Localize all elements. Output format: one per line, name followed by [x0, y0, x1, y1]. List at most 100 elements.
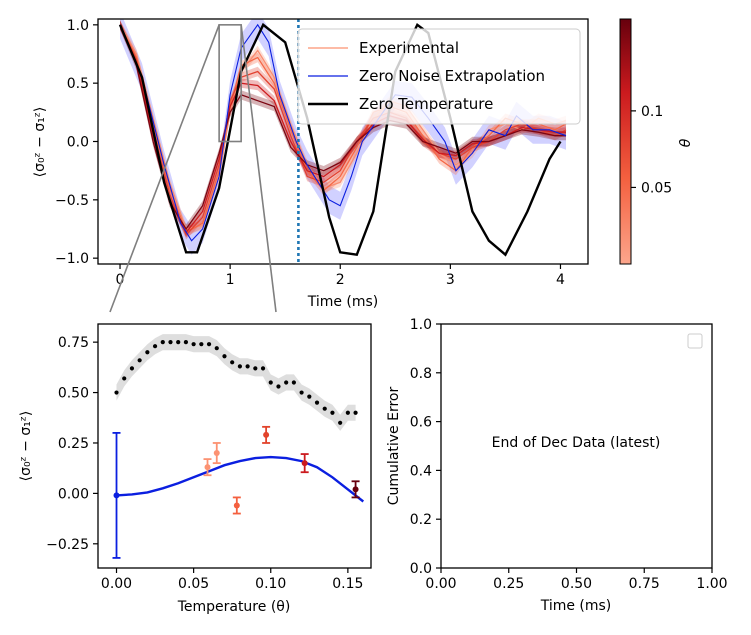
bl-y-tick-label: 0.75 — [58, 335, 89, 351]
top-y-tick-label: 0.0 — [67, 135, 89, 151]
zoom-box — [218, 24, 242, 143]
data-point — [301, 460, 308, 467]
bottom-left-plot-area — [112, 334, 365, 559]
black-dot-point — [276, 384, 281, 389]
data-point — [263, 431, 270, 438]
top-y-tick-label: −1.0 — [55, 251, 89, 267]
br-y-tick-label: 0.0 — [410, 561, 432, 577]
top-y-tick-label: −0.5 — [55, 193, 89, 209]
top-x-tick-label: 3 — [446, 272, 455, 288]
top-x-tick-label: 4 — [556, 272, 565, 288]
bottom-left-x-axis: 0.00 0.05 0.10 0.15 — [101, 568, 363, 592]
black-dot-point — [145, 350, 150, 355]
black-dot-point — [114, 390, 119, 395]
bl-x-tick-label: 0.00 — [101, 576, 132, 592]
top-x-tick-label: 2 — [336, 272, 345, 288]
black-dots-band — [116, 334, 356, 431]
bl-x-tick-label: 0.05 — [178, 576, 209, 592]
top-y-tick-label: 1.0 — [67, 18, 89, 34]
bottom-left-x-axis-label: Temperature (θ) — [177, 599, 291, 615]
bottom-right-x-axis: 0.00 0.25 0.50 0.75 1.00 — [425, 568, 728, 592]
br-y-tick-label: 0.4 — [410, 463, 432, 479]
black-dot-point — [245, 364, 250, 369]
zoom-connector-right — [240, 24, 277, 313]
experimental-series-line — [119, 24, 567, 236]
black-dot-point — [237, 364, 242, 369]
br-x-tick-label: 1.00 — [696, 576, 727, 592]
black-dot-point — [338, 420, 343, 425]
bl-x-tick-label: 0.15 — [332, 576, 363, 592]
br-y-tick-label: 0.8 — [410, 366, 432, 382]
experimental-series-line — [119, 24, 566, 231]
br-x-tick-label: 0.50 — [561, 576, 592, 592]
black-dot-point — [214, 346, 219, 351]
black-dot-point — [176, 340, 181, 345]
black-dot-point — [307, 394, 312, 399]
black-dot-point — [152, 344, 158, 349]
zne-series-line — [119, 23, 567, 242]
black-dot-point — [183, 340, 189, 345]
black-dot-point — [206, 342, 212, 347]
black-dot-point — [191, 342, 196, 347]
colorbar-label: θ — [678, 138, 694, 147]
data-point — [204, 464, 211, 471]
br-x-tick-label: 0.75 — [629, 576, 660, 592]
bl-y-tick-label: 0.00 — [58, 486, 89, 502]
top-x-axis: 0 1 2 3 4 — [116, 264, 565, 288]
top-plot-area — [118, 19, 567, 264]
bottom-right-x-axis-label: Time (ms) — [540, 598, 612, 614]
bottom-left-panel: 0.00 0.05 0.10 0.15 −0.25 0.00 0.25 0.50 0.75 T… — [18, 323, 372, 615]
zne-error-band — [120, 19, 566, 255]
bl-y-tick-label: 0.25 — [58, 436, 89, 452]
black-dot-point — [199, 342, 204, 347]
black-dot-point — [330, 410, 335, 415]
black-dot-point — [137, 358, 142, 363]
black-dot-point — [253, 366, 258, 371]
zoom-connector-lines — [109, 24, 277, 313]
data-point — [213, 450, 220, 457]
black-dot-point — [345, 410, 350, 415]
black-dot-point — [322, 406, 327, 411]
top-legend: Experimental Zero Noise Extrapolation Ze… — [297, 28, 581, 125]
top-panel: 0 1 2 3 4 −1.0 −0.5 0.0 0.5 1.0 Time (ms) ⟨σ₀ᶻ −… — [32, 18, 694, 310]
legend-label-zne: Zero Noise Extrapolation — [359, 67, 545, 85]
experimental-series-line — [119, 24, 567, 234]
black-dot-point — [268, 380, 273, 385]
top-y-axis: −1.0 −0.5 0.0 0.5 1.0 — [55, 18, 98, 267]
br-y-tick-label: 1.0 — [410, 317, 432, 333]
black-dot-point — [299, 390, 304, 395]
br-y-tick-label: 0.6 — [410, 415, 432, 431]
black-dot-point — [222, 354, 227, 359]
bl-x-tick-label: 0.10 — [255, 576, 286, 592]
legend-label-zero-temperature: Zero Temperature — [359, 95, 493, 113]
black-dot-point — [129, 366, 135, 371]
black-dot-point — [284, 380, 289, 385]
bottom-left-axes-frame — [97, 323, 372, 569]
bottom-left-y-axis: −0.25 0.00 0.25 0.50 0.75 — [46, 335, 98, 553]
br-x-tick-label: 0.25 — [493, 576, 524, 592]
colorbar-gradient — [619, 18, 632, 265]
br-y-tick-label: 0.2 — [410, 512, 432, 528]
bottom-right-y-axis-label: Cumulative Error — [386, 387, 402, 506]
colorbar-tick-label: 0.05 — [641, 180, 672, 196]
colorbar-tick-label: 0.1 — [641, 104, 663, 120]
black-dot-point — [168, 340, 173, 345]
bottom-right-annotation: End of Dec Data (latest) — [492, 435, 661, 451]
zero-temperature-series-line — [118, 22, 562, 257]
bl-y-tick-label: 0.50 — [58, 386, 89, 402]
black-dot-point — [291, 380, 296, 385]
bottom-left-y-axis-label: ⟨σ₀ᶻ − σ₁ᶻ⟩ — [18, 411, 34, 482]
top-x-tick-label: 1 — [226, 272, 235, 288]
colorbar-ticks: 0.05 0.1 — [631, 104, 672, 196]
data-point — [113, 492, 120, 499]
top-y-axis-label: ⟨σ₀ᶻ − σ₁ᶻ⟩ — [32, 107, 48, 178]
black-dot-point — [260, 366, 266, 371]
black-dot-point — [314, 400, 320, 405]
empty-legend-box — [687, 333, 703, 349]
fit-curve — [116, 455, 365, 503]
br-x-tick-label: 0.00 — [425, 576, 456, 592]
colorbar: 0.05 0.1 θ — [619, 18, 694, 265]
bottom-right-y-axis: 0.0 0.2 0.4 0.6 0.8 1.0 — [410, 317, 441, 577]
data-point — [233, 502, 240, 509]
